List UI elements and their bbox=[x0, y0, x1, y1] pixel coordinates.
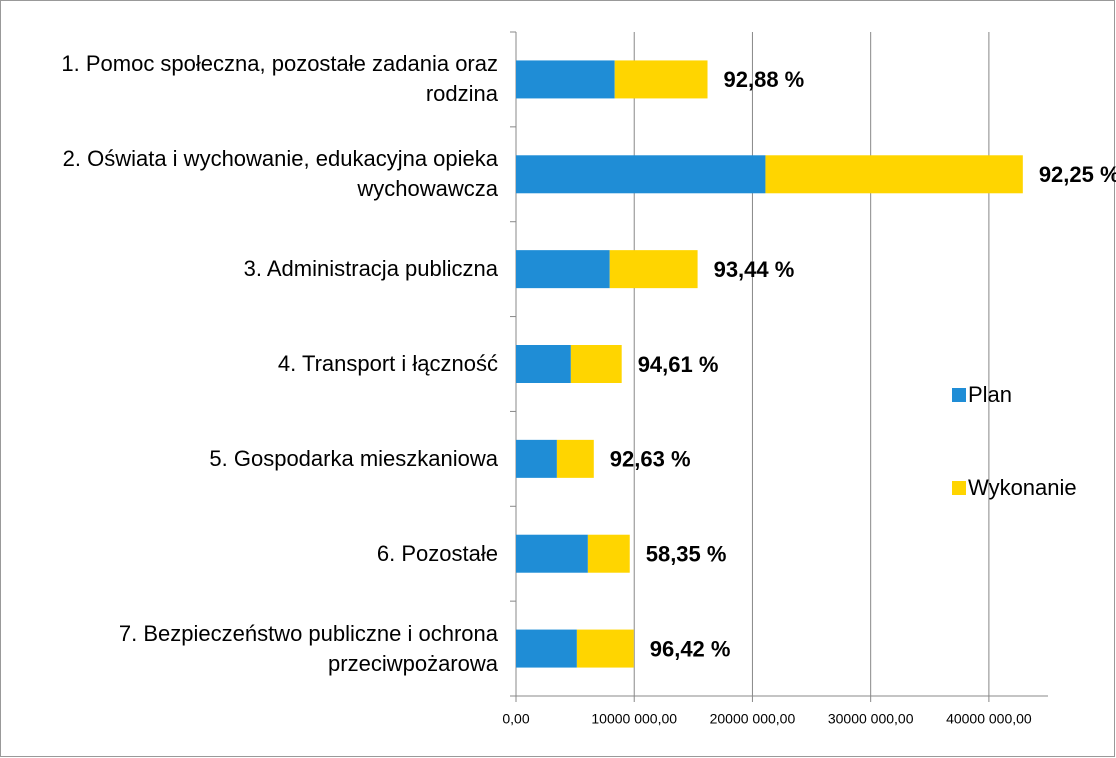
bar bbox=[516, 345, 571, 383]
legend-label: Wykonanie bbox=[968, 475, 1077, 500]
rate-label: 58,35 % bbox=[646, 542, 727, 567]
category-label: 6. Pozostałe bbox=[376, 540, 498, 566]
rate-label: 92,88 % bbox=[724, 67, 805, 92]
bar bbox=[516, 250, 610, 289]
category-label: 1. Pomoc społeczna, pozostałe zadania or… bbox=[61, 51, 498, 107]
rate-label: 93,44 % bbox=[714, 257, 795, 282]
x-tick-label: 0,00 bbox=[502, 711, 529, 727]
x-tick-label: 20000 000,00 bbox=[710, 711, 796, 727]
rate-label: 92,63 % bbox=[610, 447, 691, 472]
bar bbox=[516, 60, 615, 99]
category-label: 2. Oświata i wychowanie, edukacyjna opie… bbox=[62, 146, 498, 202]
rate-label: 94,61 % bbox=[638, 352, 719, 377]
bar bbox=[516, 534, 588, 573]
x-tick-label: 40000 000,00 bbox=[946, 711, 1032, 727]
bar bbox=[765, 155, 1023, 194]
category-label: 4. Transport i łączność bbox=[277, 350, 498, 376]
bar bbox=[614, 60, 708, 99]
rate-label: 92,25 % bbox=[1039, 162, 1116, 187]
bar bbox=[570, 345, 622, 383]
x-tick-label: 10000 000,00 bbox=[591, 711, 677, 727]
legend-label: Plan bbox=[968, 382, 1012, 407]
category-label: 5. Gospodarka mieszkaniowa bbox=[209, 445, 498, 471]
rate-label: 96,42 % bbox=[650, 636, 731, 661]
legend-swatch bbox=[952, 481, 966, 495]
category-label: 3. Administracja publiczna bbox=[243, 256, 498, 282]
bar bbox=[576, 629, 634, 668]
bar bbox=[516, 629, 577, 668]
bar bbox=[587, 534, 630, 573]
x-tick-label: 30000 000,00 bbox=[828, 711, 914, 727]
bar bbox=[556, 439, 594, 478]
bar bbox=[609, 250, 698, 289]
bar bbox=[516, 439, 557, 478]
legend-swatch bbox=[952, 388, 966, 402]
bar bbox=[516, 155, 766, 194]
category-label: 7. Bezpieczeństwo publiczne i ochrona pr… bbox=[118, 620, 498, 676]
